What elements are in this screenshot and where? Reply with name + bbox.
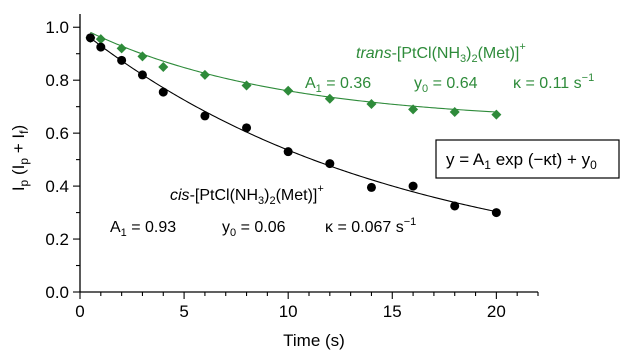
y-tick-label: 0.6	[45, 124, 69, 143]
trans-data-point	[95, 34, 106, 45]
cis-data-point	[85, 33, 95, 43]
ticks: 0 5 10 15 20 0.0 0.2 0.4 0.6 0.8 1.0	[45, 18, 539, 321]
cis-data-point	[200, 111, 210, 121]
cis-series-label: cis-[PtCl(NH3)2(Met)]+	[170, 183, 324, 207]
trans-data-point	[137, 51, 148, 62]
trans-data-point	[241, 80, 252, 91]
y-tick-label: 0.4	[45, 177, 69, 196]
x-tick-label: 0	[75, 302, 84, 321]
fit-equation: y = A1 exp (−κt) + y0	[446, 150, 597, 172]
trans-data-point	[491, 109, 502, 120]
y-tick-label: 1.0	[45, 18, 69, 37]
y-tick-label: 0.8	[45, 71, 69, 90]
cis-data-point	[283, 147, 293, 157]
trans-series-label: trans-[PtCl(NH3)2(Met)]+	[356, 41, 526, 65]
trans-fit-A1: A1 = 0.36	[305, 75, 371, 95]
y-tick-label: 0.2	[45, 230, 69, 249]
y-axis-label: Ip (Ip + If)	[9, 125, 31, 191]
trans-data-point	[116, 43, 127, 54]
cis-data-point	[117, 55, 127, 65]
cis-fit-y0: y0 = 0.06	[222, 219, 286, 239]
trans-fit-curve	[90, 31, 497, 113]
trans-fit-y0: y0 = 0.64	[414, 75, 478, 95]
data-points	[85, 32, 502, 218]
trans-data-point	[324, 93, 335, 104]
cis-fit-curve	[90, 37, 497, 213]
x-tick-label: 10	[279, 302, 298, 321]
x-tick-label: 20	[487, 302, 506, 321]
fit-curves	[90, 31, 497, 213]
trans-data-point	[366, 99, 377, 110]
y-tick-label: 0.0	[45, 283, 69, 302]
cis-fit-kappa: κ = 0.067 s−1	[325, 216, 416, 236]
cis-data-point	[366, 182, 376, 192]
trans-data-point	[283, 85, 294, 96]
trans-data-point	[199, 69, 210, 80]
cis-data-point	[325, 159, 335, 169]
cis-data-point	[158, 87, 168, 97]
trans-fit-kappa: κ = 0.11 s−1	[513, 72, 594, 92]
cis-data-point	[242, 123, 252, 133]
cis-data-point	[450, 201, 460, 211]
x-tick-label: 15	[383, 302, 402, 321]
trans-data-point	[449, 106, 460, 117]
x-tick-label: 5	[179, 302, 188, 321]
x-axis-label: Time (s)	[283, 331, 345, 350]
trans-data-point	[158, 61, 169, 72]
cis-fit-A1: A1 = 0.93	[110, 219, 176, 239]
cis-data-point	[96, 42, 106, 52]
cis-data-point	[408, 181, 418, 191]
equation-box	[435, 139, 620, 179]
cis-data-point	[491, 208, 501, 218]
cis-data-point	[137, 70, 147, 80]
trans-data-point	[408, 104, 419, 115]
